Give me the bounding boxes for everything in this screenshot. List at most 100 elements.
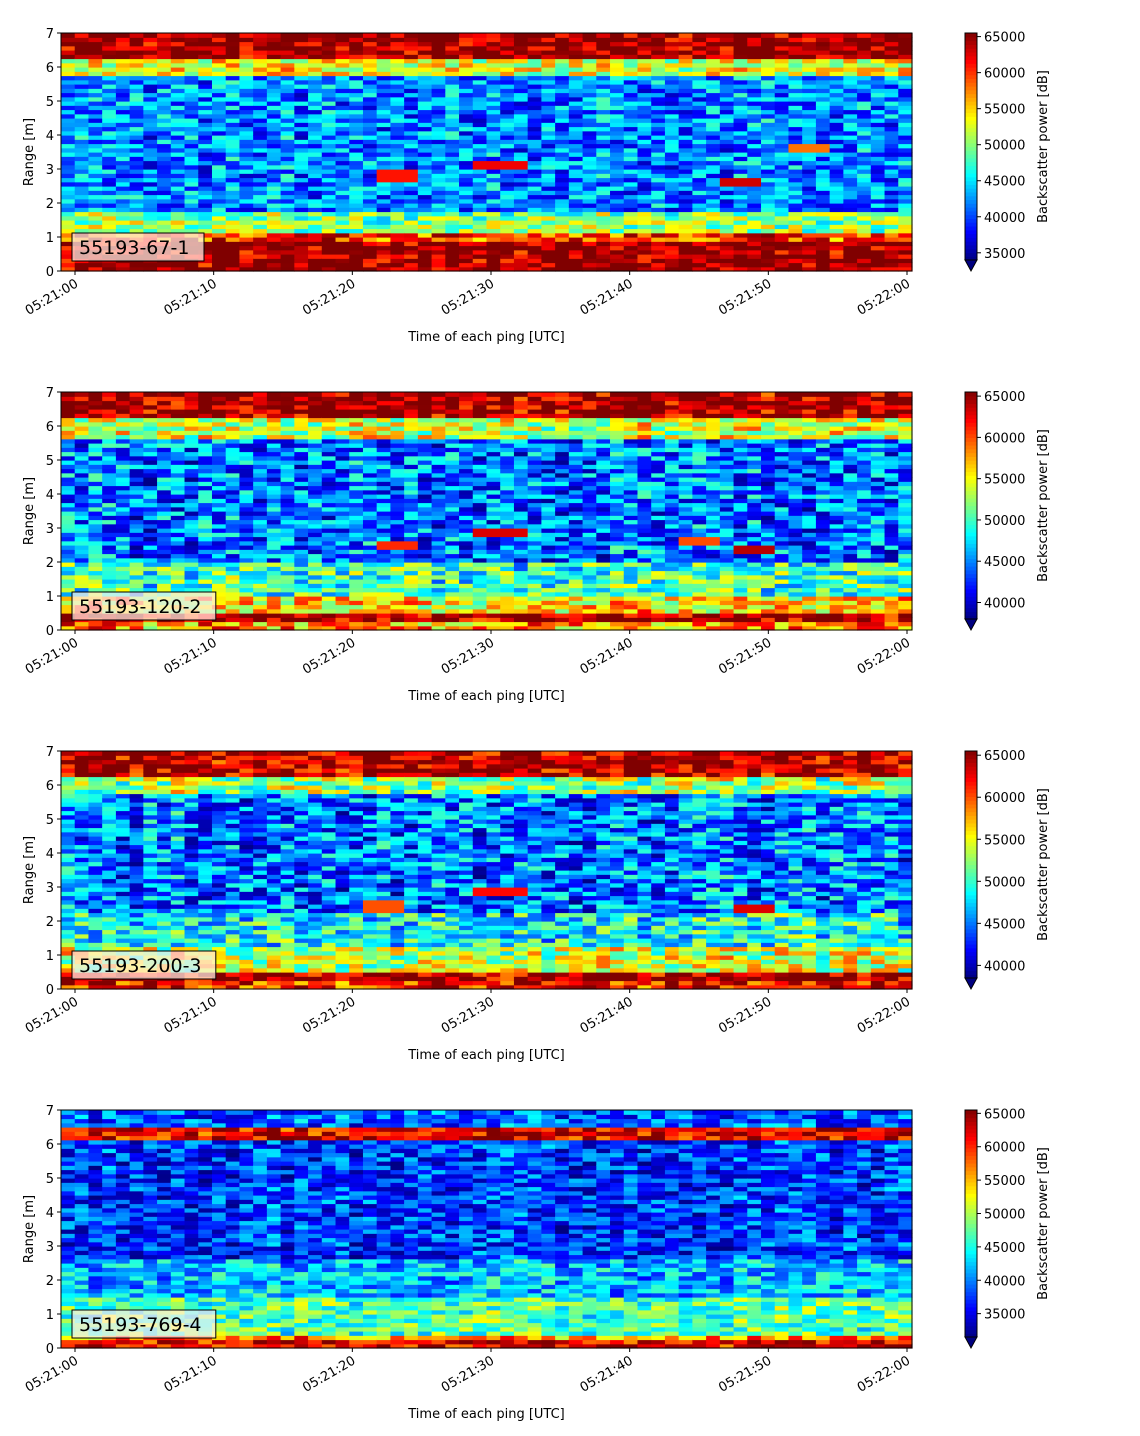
heatmap-cell <box>225 523 241 529</box>
heatmap-cell <box>88 519 103 525</box>
heatmap-cell <box>184 515 199 521</box>
heatmap-cell <box>115 84 131 89</box>
heatmap-cell <box>88 553 103 559</box>
heatmap-cell <box>129 404 144 410</box>
heatmap-cell <box>157 481 172 487</box>
heatmap-cell <box>349 562 364 567</box>
heatmap-cell <box>170 190 186 196</box>
heatmap-cell <box>610 186 625 191</box>
heatmap-cell <box>884 173 899 179</box>
heatmap-cell <box>253 169 268 174</box>
heatmap-cell <box>321 75 337 81</box>
heatmap-cell <box>610 232 625 238</box>
heatmap-cell <box>321 198 337 204</box>
heatmap-cell <box>74 37 90 43</box>
heatmap-cell <box>362 613 378 618</box>
heatmap-cell <box>541 262 556 268</box>
heatmap-cell <box>280 258 295 264</box>
colorbar-frame <box>964 32 978 261</box>
heatmap-cell <box>335 258 350 264</box>
heatmap-cell <box>362 190 378 196</box>
heatmap-cell <box>623 101 639 106</box>
heatmap-cell <box>157 54 172 60</box>
heatmap-cell <box>788 84 803 89</box>
heatmap-cell <box>815 54 831 60</box>
heatmap-cell <box>184 536 199 542</box>
heatmap-cell <box>637 220 652 225</box>
heatmap-cell <box>568 54 584 60</box>
heatmap-cell <box>898 126 913 132</box>
heatmap-cell <box>733 113 748 119</box>
heatmap-cell <box>362 621 378 627</box>
heatmap-cell <box>884 96 899 102</box>
heatmap-cell <box>376 177 392 183</box>
heatmap-cell <box>211 532 227 538</box>
heatmap-cell <box>184 215 199 221</box>
heatmap-cell <box>143 215 158 221</box>
heatmap-cell <box>61 169 76 174</box>
heatmap-cell <box>500 220 515 225</box>
heatmap-cell <box>623 45 639 51</box>
heatmap-cell <box>157 570 172 576</box>
heatmap-cell <box>170 92 186 98</box>
heatmap-cell <box>253 164 268 170</box>
colorbar-tick-label: 45000 <box>984 175 1025 190</box>
colorbar-segment <box>965 150 977 155</box>
heatmap-cell <box>527 33 543 38</box>
heatmap-cell <box>198 489 213 495</box>
heatmap-cell <box>431 67 446 72</box>
heatmap-cell <box>610 101 625 106</box>
heatmap-cell <box>527 211 543 217</box>
heatmap-cell <box>280 245 295 251</box>
heatmap-cell <box>747 241 762 247</box>
heatmap-cell <box>362 460 378 465</box>
heatmap-cell <box>555 143 570 149</box>
heatmap-cell <box>829 258 844 264</box>
heatmap-cell <box>349 472 364 478</box>
heatmap-cell <box>637 194 652 200</box>
heatmap-cell <box>678 173 693 179</box>
heatmap-cell <box>596 203 611 208</box>
heatmap-cell <box>349 126 364 132</box>
heatmap-cell <box>390 254 405 259</box>
heatmap-cell <box>308 447 323 453</box>
heatmap-cell <box>390 421 405 427</box>
heatmap-cell <box>362 228 378 234</box>
heatmap-cell <box>761 135 776 140</box>
heatmap-cell <box>88 468 103 474</box>
heatmap-cell <box>815 33 831 38</box>
heatmap-cell <box>857 266 872 272</box>
heatmap-cell <box>706 266 721 272</box>
heatmap-cell <box>239 404 254 410</box>
heatmap-cell <box>390 75 405 81</box>
heatmap-cell <box>870 211 886 217</box>
heatmap-cell <box>211 215 227 221</box>
heatmap-cell <box>527 152 543 157</box>
heatmap-cell <box>459 232 474 238</box>
heatmap-cell <box>761 224 776 230</box>
heatmap-cell <box>774 181 790 187</box>
heatmap-cell <box>184 105 199 111</box>
heatmap-cell <box>513 215 529 221</box>
heatmap-cell <box>211 566 227 572</box>
heatmap-cell <box>747 101 762 106</box>
heatmap-cell <box>596 160 611 166</box>
heatmap-cell <box>211 130 227 136</box>
heatmap-cell <box>143 545 158 550</box>
heatmap-cell <box>129 528 144 533</box>
heatmap-cell <box>747 228 762 234</box>
heatmap-cell <box>102 67 117 72</box>
heatmap-cell <box>253 118 268 123</box>
heatmap-cell <box>857 71 872 77</box>
heatmap-cell <box>321 203 337 208</box>
heatmap-cell <box>335 101 350 106</box>
heatmap-cell <box>102 71 117 77</box>
heatmap-cell <box>733 190 748 196</box>
heatmap-cell <box>623 173 639 179</box>
heatmap-cell <box>692 241 707 247</box>
heatmap-cell <box>170 421 186 427</box>
heatmap-cell <box>362 392 378 397</box>
heatmap-cell <box>198 502 213 508</box>
heatmap-cell <box>74 143 90 149</box>
heatmap-cell <box>459 160 474 166</box>
